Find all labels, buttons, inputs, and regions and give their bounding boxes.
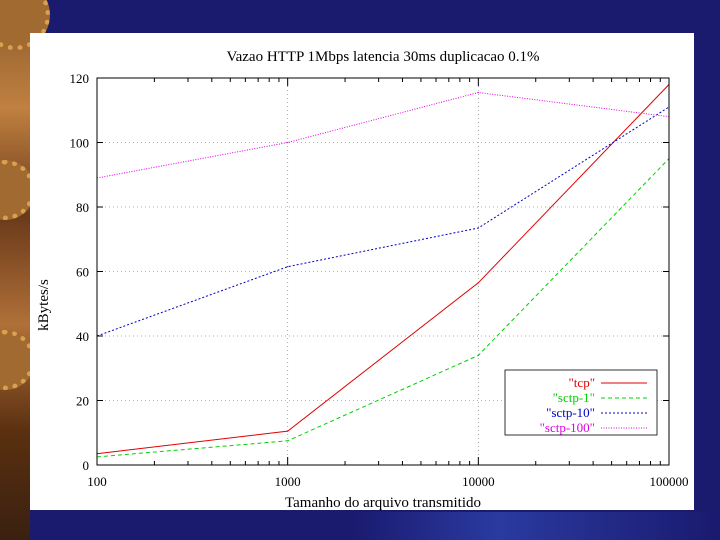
data-point bbox=[477, 227, 479, 229]
legend-label: "sctp-1" bbox=[553, 390, 595, 405]
data-point bbox=[287, 266, 289, 268]
legend-box bbox=[504, 369, 658, 436]
background-decoration-bottom bbox=[350, 512, 720, 540]
legend-label: "tcp" bbox=[569, 375, 596, 390]
x-axis-label: Tamanho do arquivo transmitido bbox=[285, 495, 481, 510]
data-point bbox=[477, 91, 479, 94]
series-line bbox=[96, 91, 670, 179]
y-tick-label: 20 bbox=[76, 394, 89, 409]
data-point bbox=[477, 282, 479, 284]
axes: 0 20 40 60 80 100 120 100 1000 10000 100000 bbox=[70, 71, 689, 489]
x-tick-label: 1000 bbox=[275, 474, 301, 489]
y-axis-label: kBytes/s bbox=[36, 279, 52, 331]
background-decoration bbox=[0, 0, 30, 540]
chart-panel: Vazao HTTP 1Mbps latencia 30ms duplicaca… bbox=[30, 33, 694, 510]
series-line bbox=[96, 106, 670, 337]
series-line bbox=[96, 158, 670, 458]
series-line bbox=[96, 84, 670, 455]
y-tick-label: 80 bbox=[76, 200, 89, 215]
chart-title: Vazao HTTP 1Mbps latencia 30ms duplicaca… bbox=[226, 49, 539, 65]
data-point bbox=[287, 430, 289, 432]
legend: "tcp""sctp-1""sctp-10""sctp-100" bbox=[504, 369, 658, 436]
y-tick-label: 40 bbox=[76, 329, 89, 344]
legend-label: "sctp-100" bbox=[540, 420, 595, 435]
plot-border bbox=[96, 77, 670, 466]
data-point bbox=[477, 354, 479, 356]
line-chart: Vazao HTTP 1Mbps latencia 30ms duplicaca… bbox=[36, 49, 689, 510]
y-tick-label: 100 bbox=[70, 136, 90, 151]
data-point bbox=[287, 141, 289, 144]
y-tick-label: 120 bbox=[70, 71, 90, 86]
data-point bbox=[287, 440, 289, 442]
x-tick-label: 100000 bbox=[650, 474, 689, 489]
gear-decoration-icon bbox=[0, 0, 50, 50]
y-tick-label: 0 bbox=[83, 458, 90, 473]
x-tick-label: 10000 bbox=[462, 474, 495, 489]
x-tick-label: 100 bbox=[87, 474, 107, 489]
y-tick-label: 60 bbox=[76, 265, 89, 280]
legend-label: "sctp-10" bbox=[546, 405, 595, 420]
